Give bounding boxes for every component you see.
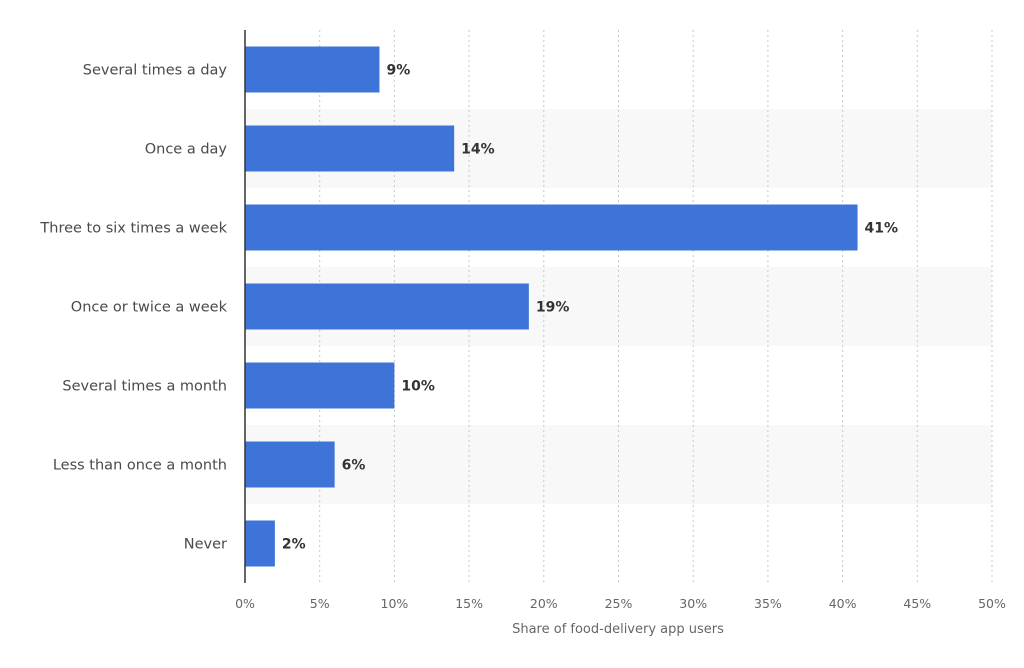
x-tick-label: 20% xyxy=(530,596,558,611)
x-tick-label: 50% xyxy=(978,596,1006,611)
bar xyxy=(245,204,858,251)
bar xyxy=(245,125,455,172)
value-label: 10% xyxy=(401,379,435,395)
bar xyxy=(245,441,335,488)
value-label: 19% xyxy=(536,300,570,316)
x-tick-label: 30% xyxy=(679,596,707,611)
category-label: Less than once a month xyxy=(53,458,227,474)
category-label: Once or twice a week xyxy=(71,300,228,316)
value-label: 14% xyxy=(461,142,495,158)
category-label: Several times a day xyxy=(83,63,228,79)
bars xyxy=(245,46,858,567)
category-labels: Several times a day Once a day Three to si… xyxy=(39,63,227,553)
x-tick-label: 0% xyxy=(235,596,255,611)
bar xyxy=(245,520,275,567)
bar xyxy=(245,283,529,330)
category-label: Three to six times a week xyxy=(39,221,227,237)
x-tick-label: 10% xyxy=(381,596,409,611)
x-tick-label: 25% xyxy=(605,596,633,611)
x-tick-label: 15% xyxy=(455,596,483,611)
x-tick-label: 45% xyxy=(903,596,931,611)
bar xyxy=(245,362,395,409)
bar xyxy=(245,46,380,93)
value-label: 9% xyxy=(386,63,410,79)
value-labels: 9% 14% 41% 19% 10% 6% 2% xyxy=(282,63,898,553)
value-label: 6% xyxy=(342,458,366,474)
x-tick-labels: 0% 5% 10% 15% 20% 25% 30% 35% 40% 45% 50% xyxy=(235,596,1006,611)
value-label: 2% xyxy=(282,537,306,553)
category-label: Never xyxy=(184,537,227,553)
x-tick-label: 5% xyxy=(310,596,330,611)
x-tick-label: 35% xyxy=(754,596,782,611)
x-axis-title: Share of food-delivery app users xyxy=(512,622,724,637)
x-tick-label: 40% xyxy=(829,596,857,611)
category-label: Several times a month xyxy=(62,379,227,395)
category-label: Once a day xyxy=(145,142,228,158)
value-label: 41% xyxy=(865,221,899,237)
